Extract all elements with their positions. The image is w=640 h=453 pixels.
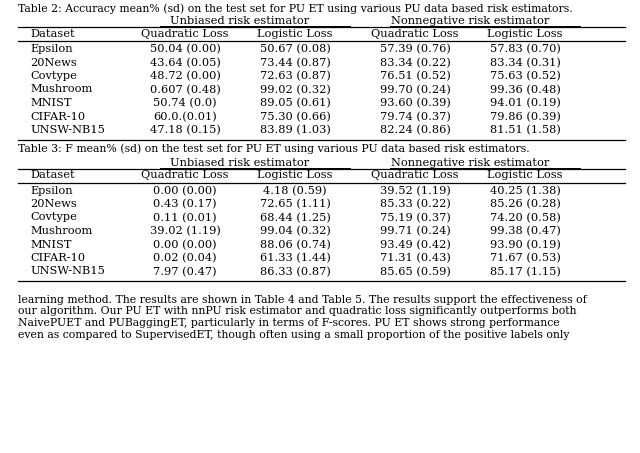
Text: 93.90 (0.19): 93.90 (0.19): [490, 240, 561, 250]
Text: Quadratic Loss: Quadratic Loss: [141, 170, 228, 180]
Text: 71.31 (0.43): 71.31 (0.43): [380, 253, 451, 263]
Text: 85.26 (0.28): 85.26 (0.28): [490, 199, 561, 209]
Text: 99.36 (0.48): 99.36 (0.48): [490, 85, 561, 95]
Text: 50.67 (0.08): 50.67 (0.08): [260, 44, 330, 54]
Text: 75.63 (0.52): 75.63 (0.52): [490, 71, 561, 81]
Text: Mushroom: Mushroom: [30, 226, 92, 236]
Text: 39.02 (1.19): 39.02 (1.19): [150, 226, 220, 236]
Text: 0.43 (0.17): 0.43 (0.17): [153, 199, 217, 209]
Text: 0.11 (0.01): 0.11 (0.01): [153, 212, 217, 223]
Text: our algorithm. Our PU ET with nnPU risk estimator and quadratic loss significant: our algorithm. Our PU ET with nnPU risk …: [18, 307, 577, 317]
Text: 68.44 (1.25): 68.44 (1.25): [260, 212, 330, 223]
Text: 47.18 (0.15): 47.18 (0.15): [150, 125, 220, 135]
Text: Covtype: Covtype: [30, 212, 77, 222]
Text: 81.51 (1.58): 81.51 (1.58): [490, 125, 561, 135]
Text: UNSW-NB15: UNSW-NB15: [30, 266, 105, 276]
Text: Logistic Loss: Logistic Loss: [257, 29, 333, 39]
Text: 39.52 (1.19): 39.52 (1.19): [380, 185, 451, 196]
Text: Nonnegative risk estimator: Nonnegative risk estimator: [391, 16, 549, 26]
Text: 94.01 (0.19): 94.01 (0.19): [490, 98, 561, 108]
Text: Unbiased risk estimator: Unbiased risk estimator: [170, 158, 310, 168]
Text: NaivePUET and PUBaggingET, particularly in terms of F-scores. PU ET shows strong: NaivePUET and PUBaggingET, particularly …: [18, 318, 559, 328]
Text: learning method. The results are shown in Table 4 and Table 5. The results suppo: learning method. The results are shown i…: [18, 295, 587, 305]
Text: 0.00 (0.00): 0.00 (0.00): [153, 185, 217, 196]
Text: Quadratic Loss: Quadratic Loss: [141, 29, 228, 39]
Text: 60.0.(0.01): 60.0.(0.01): [153, 111, 217, 122]
Text: 83.34 (0.22): 83.34 (0.22): [380, 58, 451, 68]
Text: 93.49 (0.42): 93.49 (0.42): [380, 240, 451, 250]
Text: Dataset: Dataset: [30, 170, 75, 180]
Text: Covtype: Covtype: [30, 71, 77, 81]
Text: 85.65 (0.59): 85.65 (0.59): [380, 266, 451, 277]
Text: CIFAR-10: CIFAR-10: [30, 253, 85, 263]
Text: 71.67 (0.53): 71.67 (0.53): [490, 253, 561, 263]
Text: Nonnegative risk estimator: Nonnegative risk estimator: [391, 158, 549, 168]
Text: Logistic Loss: Logistic Loss: [257, 170, 333, 180]
Text: 89.05 (0.61): 89.05 (0.61): [260, 98, 330, 108]
Text: UNSW-NB15: UNSW-NB15: [30, 125, 105, 135]
Text: Table 3: F mean% (sd) on the test set for PU ET using various PU data based risk: Table 3: F mean% (sd) on the test set fo…: [18, 144, 530, 154]
Text: even as compared to SupervisedET, though often using a small proportion of the p: even as compared to SupervisedET, though…: [18, 329, 570, 339]
Text: Quadratic Loss: Quadratic Loss: [371, 170, 459, 180]
Text: 20News: 20News: [30, 199, 77, 209]
Text: 57.83 (0.70): 57.83 (0.70): [490, 44, 561, 54]
Text: 43.64 (0.05): 43.64 (0.05): [150, 58, 220, 68]
Text: 99.38 (0.47): 99.38 (0.47): [490, 226, 561, 236]
Text: 75.19 (0.37): 75.19 (0.37): [380, 212, 451, 223]
Text: 86.33 (0.87): 86.33 (0.87): [260, 266, 330, 277]
Text: 72.65 (1.11): 72.65 (1.11): [260, 199, 330, 209]
Text: CIFAR-10: CIFAR-10: [30, 111, 85, 121]
Text: 79.74 (0.37): 79.74 (0.37): [380, 111, 451, 122]
Text: 83.34 (0.31): 83.34 (0.31): [490, 58, 561, 68]
Text: 72.63 (0.87): 72.63 (0.87): [260, 71, 330, 81]
Text: 40.25 (1.38): 40.25 (1.38): [490, 185, 561, 196]
Text: Epsilon: Epsilon: [30, 44, 72, 54]
Text: 50.74 (0.0): 50.74 (0.0): [153, 98, 217, 108]
Text: 99.71 (0.24): 99.71 (0.24): [380, 226, 451, 236]
Text: 50.04 (0.00): 50.04 (0.00): [150, 44, 220, 54]
Text: 0.607 (0.48): 0.607 (0.48): [150, 85, 220, 95]
Text: 88.06 (0.74): 88.06 (0.74): [260, 240, 330, 250]
Text: Epsilon: Epsilon: [30, 185, 72, 196]
Text: 83.89 (1.03): 83.89 (1.03): [260, 125, 330, 135]
Text: 99.04 (0.32): 99.04 (0.32): [260, 226, 330, 236]
Text: MNIST: MNIST: [30, 98, 72, 108]
Text: Unbiased risk estimator: Unbiased risk estimator: [170, 16, 310, 26]
Text: 99.70 (0.24): 99.70 (0.24): [380, 85, 451, 95]
Text: Dataset: Dataset: [30, 29, 75, 39]
Text: Logistic Loss: Logistic Loss: [487, 170, 563, 180]
Text: MNIST: MNIST: [30, 240, 72, 250]
Text: Logistic Loss: Logistic Loss: [487, 29, 563, 39]
Text: Table 2: Accuracy mean% (sd) on the test set for PU ET using various PU data bas: Table 2: Accuracy mean% (sd) on the test…: [18, 3, 573, 14]
Text: 74.20 (0.58): 74.20 (0.58): [490, 212, 561, 223]
Text: 82.24 (0.86): 82.24 (0.86): [380, 125, 451, 135]
Text: 76.51 (0.52): 76.51 (0.52): [380, 71, 451, 81]
Text: 48.72 (0.00): 48.72 (0.00): [150, 71, 220, 81]
Text: 0.00 (0.00): 0.00 (0.00): [153, 240, 217, 250]
Text: 93.60 (0.39): 93.60 (0.39): [380, 98, 451, 108]
Text: 4.18 (0.59): 4.18 (0.59): [263, 185, 327, 196]
Text: 85.17 (1.15): 85.17 (1.15): [490, 266, 561, 277]
Text: 73.44 (0.87): 73.44 (0.87): [260, 58, 330, 68]
Text: 0.02 (0.04): 0.02 (0.04): [153, 253, 217, 263]
Text: 79.86 (0.39): 79.86 (0.39): [490, 111, 561, 122]
Text: 7.97 (0.47): 7.97 (0.47): [153, 266, 217, 277]
Text: 99.02 (0.32): 99.02 (0.32): [260, 85, 330, 95]
Text: 75.30 (0.66): 75.30 (0.66): [260, 111, 330, 122]
Text: 20News: 20News: [30, 58, 77, 67]
Text: Mushroom: Mushroom: [30, 85, 92, 95]
Text: Quadratic Loss: Quadratic Loss: [371, 29, 459, 39]
Text: 61.33 (1.44): 61.33 (1.44): [260, 253, 330, 263]
Text: 57.39 (0.76): 57.39 (0.76): [380, 44, 451, 54]
Text: 85.33 (0.22): 85.33 (0.22): [380, 199, 451, 209]
